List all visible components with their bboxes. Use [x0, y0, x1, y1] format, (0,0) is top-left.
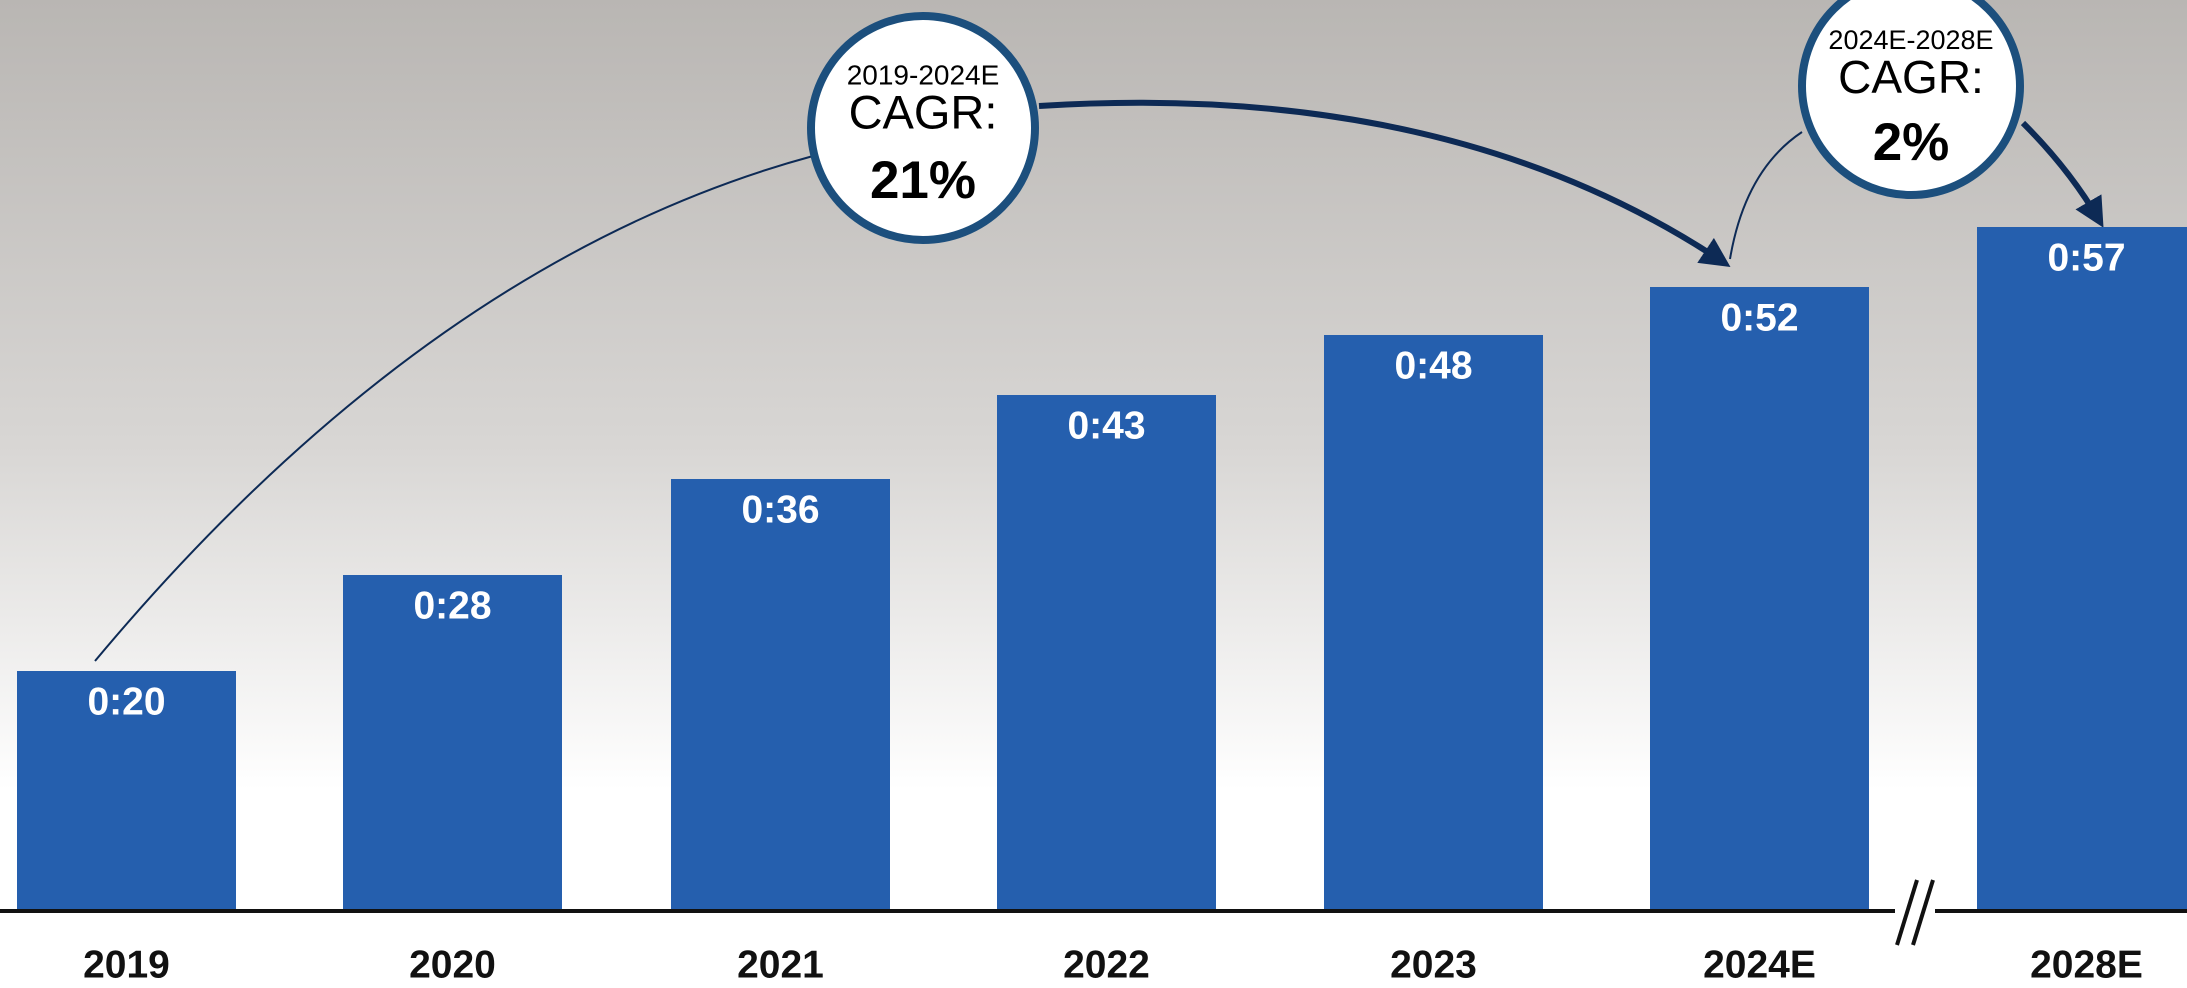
bar — [1324, 335, 1543, 911]
bar — [17, 671, 236, 911]
bar — [1650, 287, 1869, 911]
badge-value: 21% — [870, 151, 976, 210]
bar — [343, 575, 562, 911]
cagr-arrow — [2020, 120, 2104, 228]
cagr-arc — [1729, 131, 1803, 260]
bar — [997, 395, 1216, 911]
badge-label: CAGR: — [1838, 51, 1984, 103]
x-tick-label: 2019 — [83, 943, 170, 986]
value-label: 0:36 — [741, 488, 819, 531]
x-tick-label: 2028E — [2030, 943, 2143, 986]
badge-value: 2% — [1873, 113, 1950, 172]
cagr-badge: 2019-2024E CAGR: 21% — [807, 12, 1039, 244]
x-tick-label: 2020 — [409, 943, 496, 986]
value-label: 0:48 — [1394, 344, 1472, 387]
x-tick-label: 2024E — [1703, 943, 1816, 986]
bar — [1977, 227, 2187, 911]
axis-break — [1895, 879, 1919, 946]
x-tick-label: 2023 — [1390, 943, 1477, 986]
cagr-arc — [94, 155, 814, 662]
cagr-badge: 2024E-2028E CAGR: 2% — [1798, 0, 2024, 199]
axis-break — [1911, 879, 1935, 946]
badge-label: CAGR: — [849, 85, 998, 138]
value-label: 0:43 — [1067, 404, 1145, 447]
badge-period: 2019-2024E — [847, 59, 1000, 90]
bar — [671, 479, 890, 911]
value-label: 0:57 — [2047, 236, 2125, 279]
x-tick-label: 2022 — [1063, 943, 1150, 986]
bars: 0:20 0:28 0:36 0:43 0:48 0:52 0:57 — [17, 227, 2187, 911]
value-label: 0:20 — [87, 680, 165, 723]
badge-circle — [1798, 0, 2024, 199]
badge-circle — [807, 12, 1039, 244]
value-label: 0:52 — [1720, 296, 1798, 339]
x-tick-label: 2021 — [737, 943, 824, 986]
value-label: 0:28 — [413, 584, 491, 627]
badge-period: 2024E-2028E — [1828, 25, 1993, 55]
cagr-arrow — [1038, 99, 1731, 267]
